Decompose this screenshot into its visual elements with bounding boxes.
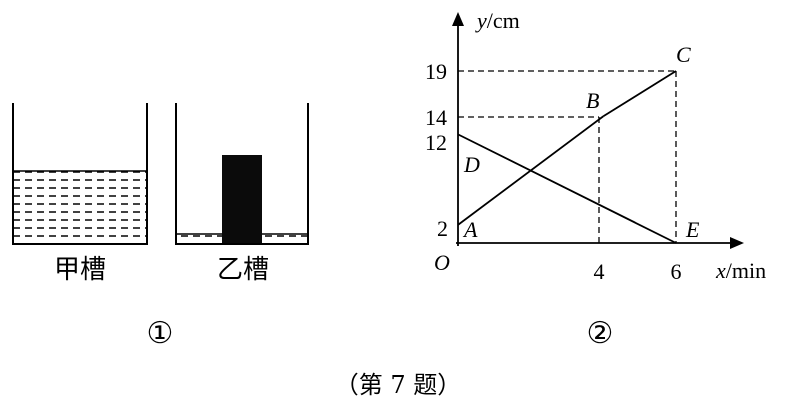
panel-label-right: ② (587, 316, 614, 351)
x-tick-4: 4 (594, 259, 605, 284)
y-axis-var: y (475, 8, 487, 33)
panel-label-left: ① (147, 316, 174, 351)
line-d-e (457, 133, 677, 244)
y-tick-2: 2 (437, 216, 448, 241)
tank-jia: 甲槽 (12, 103, 148, 285)
x-axis-arrow (730, 237, 744, 249)
tank-yi: 乙槽 (175, 103, 309, 285)
y-axis-arrow (452, 12, 464, 26)
y-axis-title: y/cm (475, 8, 520, 33)
tank-yi-label: 乙槽 (217, 255, 269, 285)
tank-yi-iron-block (222, 155, 262, 244)
y-tick-12: 12 (425, 130, 447, 155)
caption: （第 7 题） (335, 371, 462, 399)
y-axis-unit: /cm (487, 8, 520, 33)
origin-label: O (434, 250, 450, 275)
y-tick-14: 14 (425, 105, 447, 130)
graph: y/cm x/min 19 14 12 2 4 6 O A B C D E (425, 8, 766, 284)
point-label-b: B (586, 88, 599, 113)
x-tick-6: 6 (671, 259, 682, 284)
point-label-c: C (676, 42, 691, 67)
tank-jia-water (13, 171, 147, 243)
point-label-e: E (685, 217, 700, 242)
tank-jia-label: 甲槽 (54, 255, 106, 285)
point-label-d: D (463, 152, 480, 177)
x-axis-var: x (715, 258, 726, 283)
x-axis-title: x/min (715, 258, 766, 283)
line-segment-b-c (602, 70, 677, 118)
tank-jia-walls (12, 103, 148, 245)
tank-yi-walls (175, 103, 309, 245)
point-label-a: A (462, 217, 478, 242)
y-tick-19: 19 (425, 59, 447, 84)
x-axis-unit: /min (726, 258, 766, 283)
